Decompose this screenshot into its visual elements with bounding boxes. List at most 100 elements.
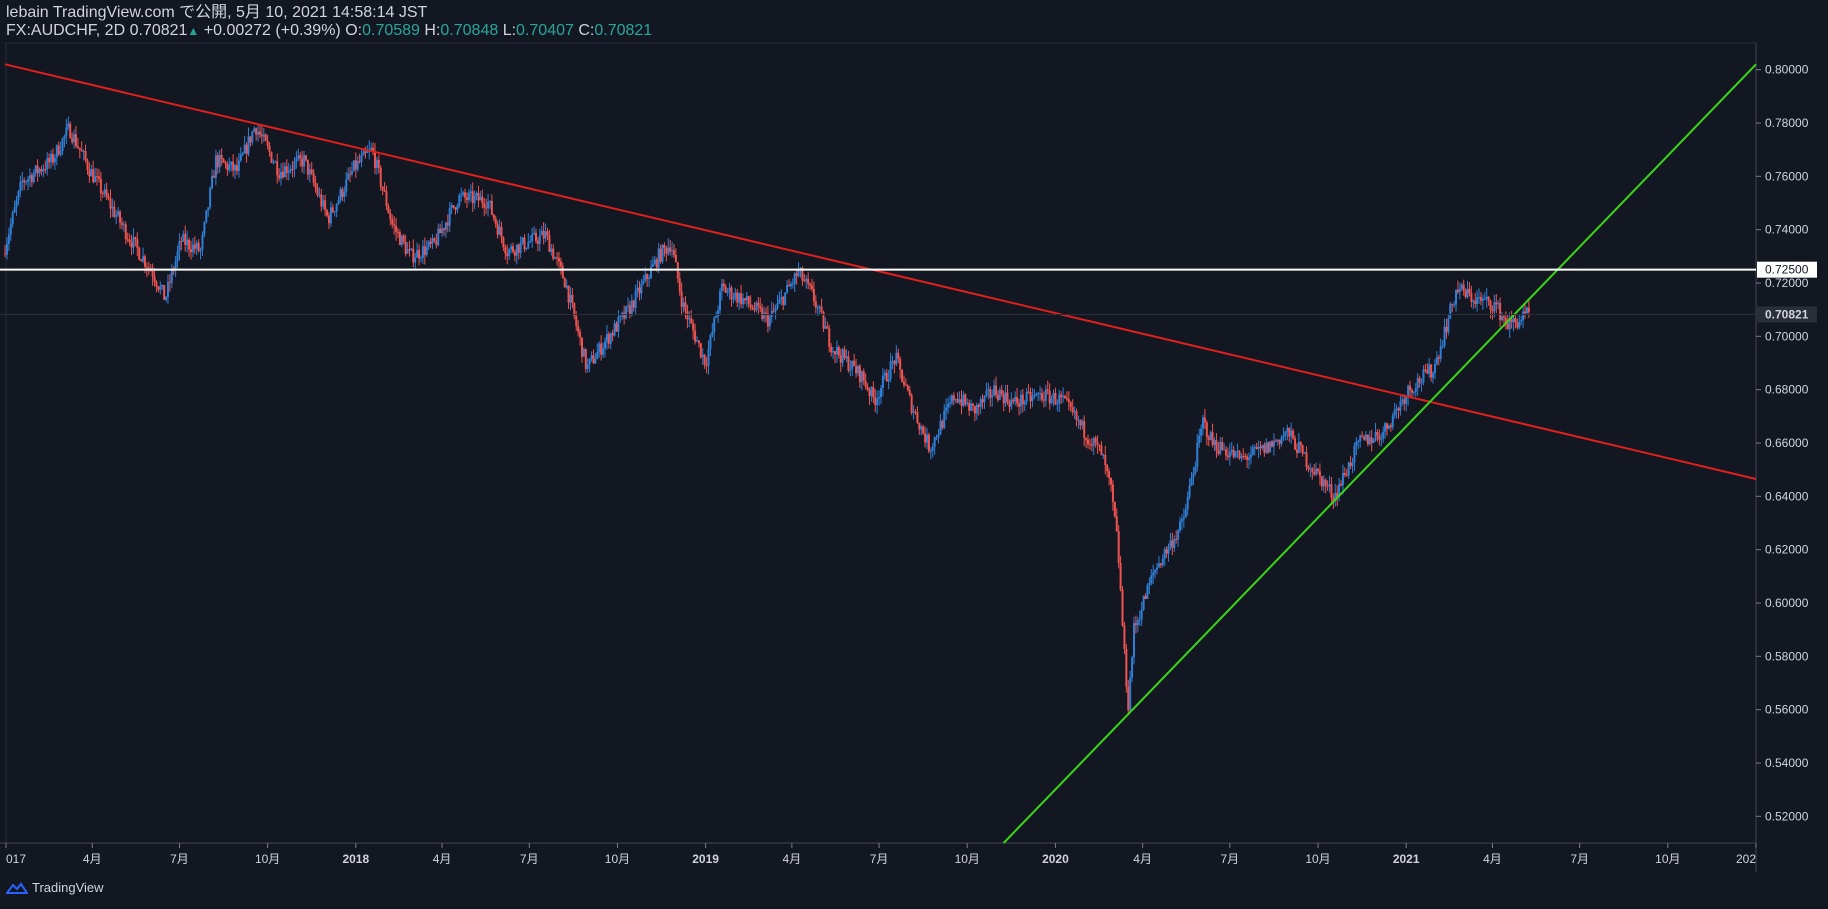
candle [11, 210, 14, 228]
candle-body [320, 194, 323, 207]
candle-body [939, 421, 942, 435]
candle-body [642, 280, 645, 284]
candle [61, 137, 64, 156]
candle-body [1393, 410, 1396, 416]
candle [897, 348, 900, 364]
candle-body [1347, 462, 1350, 476]
candle-body [1476, 297, 1479, 305]
candle-body [306, 159, 309, 175]
candle [851, 360, 854, 376]
candle-body [402, 235, 405, 242]
candle [21, 171, 24, 191]
candle-body [596, 351, 599, 360]
candle-body [634, 290, 637, 308]
candle [496, 220, 499, 239]
candle-body [27, 178, 30, 182]
candle-body [247, 136, 250, 154]
candle [1232, 445, 1235, 459]
candle [1485, 288, 1488, 308]
candle [985, 382, 988, 398]
price-axis: 0.800000.780000.760000.740000.720000.700… [1756, 63, 1809, 823]
candle [159, 281, 162, 295]
candle [203, 221, 206, 238]
candle [1018, 398, 1021, 416]
candle [178, 233, 181, 261]
candle [337, 195, 340, 206]
candle [634, 284, 637, 316]
candle [1223, 442, 1226, 451]
candle-body [289, 168, 292, 171]
candle-body [1131, 657, 1134, 678]
candle [667, 238, 670, 257]
candle [115, 210, 118, 225]
x-tick-label: 4月 [1483, 852, 1502, 866]
candle [1474, 292, 1477, 308]
candle [157, 285, 160, 293]
candle-body [864, 380, 867, 387]
candle-body [952, 395, 955, 401]
candle-body [1136, 620, 1139, 626]
candle [1414, 382, 1417, 397]
candle-body [1464, 290, 1467, 298]
candle [1516, 318, 1519, 330]
candle-body [954, 399, 957, 401]
candle-body [1338, 484, 1341, 498]
candle-body [366, 151, 369, 153]
candle [824, 317, 827, 329]
candle-body [1257, 446, 1260, 449]
candle [540, 225, 543, 236]
candle-body [421, 246, 424, 259]
candle-body [1435, 357, 1438, 365]
candle [120, 217, 123, 230]
drawings[interactable] [0, 63, 1757, 844]
candle [707, 340, 710, 375]
candle [1294, 435, 1297, 451]
candle-body [858, 365, 861, 383]
candle-body [214, 155, 217, 178]
candle-body [97, 176, 100, 179]
candle-body [1364, 434, 1367, 440]
candle-body [1353, 445, 1356, 463]
candle-body [883, 372, 886, 376]
candle [1508, 312, 1511, 339]
candle [833, 351, 836, 364]
candle-body [780, 297, 783, 300]
x-tick-label: 7月 [1221, 852, 1240, 866]
candle-body [398, 232, 401, 245]
candle [1249, 445, 1252, 465]
candle-body [1311, 468, 1314, 472]
candle-body [935, 437, 938, 439]
x-tick-label: 4月 [83, 852, 102, 866]
candle-body [1133, 623, 1136, 658]
candle-body [922, 426, 925, 434]
candle-body [425, 246, 428, 256]
candle-body [13, 207, 16, 213]
candle [15, 195, 18, 216]
candle-body [7, 234, 10, 244]
candle [548, 230, 551, 252]
candle-body [40, 169, 43, 172]
candle-body [755, 302, 758, 310]
candle-body [970, 403, 973, 411]
candle-body [1150, 575, 1153, 584]
candle-body [1405, 396, 1408, 404]
candle-body [23, 180, 26, 183]
candle-body [1284, 431, 1287, 436]
candle-body [418, 249, 421, 259]
candle-body [15, 200, 18, 208]
candle-body [881, 375, 884, 389]
candle-body [385, 191, 388, 207]
candle-body [611, 333, 614, 336]
candle-body [301, 158, 304, 167]
candle [964, 393, 967, 407]
candle [862, 368, 865, 386]
candle [1405, 394, 1408, 412]
candle-body [78, 147, 81, 150]
candle [1023, 399, 1026, 412]
candle [1188, 478, 1191, 500]
candle-body [180, 241, 183, 243]
candle-body [1292, 430, 1295, 439]
candle [97, 169, 100, 183]
x-tick-label: 7月 [1570, 852, 1589, 866]
